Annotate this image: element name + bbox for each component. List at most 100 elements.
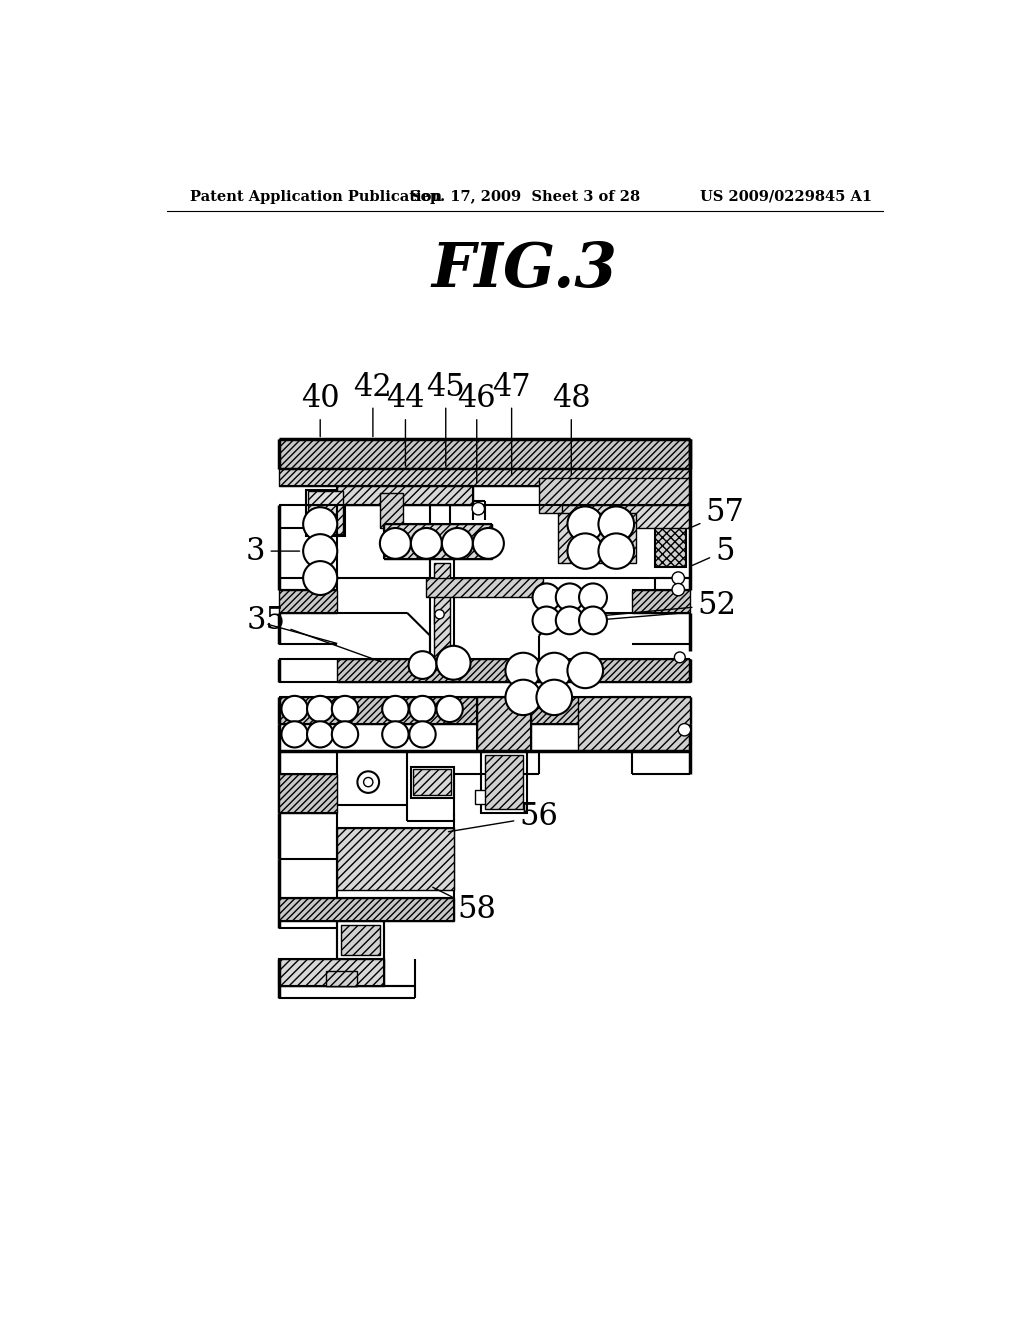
Bar (280, 469, 690, 486)
Text: 52: 52 (596, 590, 736, 620)
Bar (411, 767, 454, 797)
Bar (306, 490, 345, 536)
Text: 40: 40 (301, 383, 340, 437)
Circle shape (506, 653, 541, 688)
Bar (434, 562, 450, 678)
Bar (280, 440, 690, 469)
Polygon shape (655, 508, 686, 566)
Text: 56: 56 (449, 801, 558, 832)
Bar (475, 789, 490, 804)
Bar (477, 697, 531, 751)
Bar (280, 960, 384, 986)
Circle shape (410, 696, 435, 722)
Bar (341, 924, 380, 956)
Bar (326, 970, 356, 986)
Circle shape (675, 652, 685, 663)
Text: 3: 3 (246, 536, 300, 566)
Circle shape (567, 653, 603, 688)
Circle shape (537, 680, 572, 715)
Bar (578, 697, 690, 751)
Bar (337, 921, 384, 960)
Circle shape (506, 680, 541, 715)
Text: 47: 47 (493, 372, 530, 475)
Bar (426, 578, 543, 597)
Bar (484, 755, 523, 809)
Bar (308, 491, 343, 535)
Circle shape (567, 507, 603, 543)
Text: 5: 5 (692, 536, 734, 566)
Circle shape (472, 503, 484, 515)
Circle shape (473, 528, 504, 558)
Circle shape (436, 645, 471, 680)
Circle shape (442, 528, 473, 558)
Circle shape (307, 696, 334, 722)
Bar (280, 898, 454, 921)
Text: US 2009/0229845 A1: US 2009/0229845 A1 (699, 190, 872, 203)
Bar (632, 590, 690, 612)
Circle shape (532, 583, 560, 611)
Circle shape (380, 528, 411, 558)
Circle shape (364, 777, 373, 787)
Circle shape (598, 533, 634, 569)
Bar (671, 660, 690, 682)
Text: 45: 45 (426, 372, 465, 466)
Bar (280, 960, 384, 986)
Circle shape (567, 533, 603, 569)
Text: 42: 42 (353, 372, 392, 437)
Circle shape (332, 696, 358, 722)
Bar (337, 829, 454, 890)
Circle shape (579, 583, 607, 611)
Circle shape (303, 507, 337, 541)
Text: 35: 35 (247, 605, 381, 661)
Circle shape (282, 721, 308, 747)
Text: Patent Application Publication: Patent Application Publication (190, 190, 442, 203)
Circle shape (282, 696, 308, 722)
Circle shape (332, 721, 358, 747)
Circle shape (579, 607, 607, 635)
Circle shape (382, 721, 409, 747)
Text: 58: 58 (433, 887, 497, 924)
Bar (380, 494, 403, 528)
Bar (434, 605, 445, 624)
Circle shape (436, 696, 463, 722)
Circle shape (532, 607, 560, 635)
Circle shape (303, 535, 337, 568)
Circle shape (357, 771, 379, 793)
Text: Sep. 17, 2009  Sheet 3 of 28: Sep. 17, 2009 Sheet 3 of 28 (410, 190, 640, 203)
Text: FIG.3: FIG.3 (432, 240, 617, 300)
Text: 44: 44 (386, 383, 425, 466)
Bar (414, 770, 452, 795)
Bar (384, 524, 493, 558)
Circle shape (303, 561, 337, 595)
Bar (562, 506, 690, 528)
Circle shape (537, 653, 572, 688)
Bar (480, 751, 527, 813)
Bar (280, 590, 337, 612)
Text: 46: 46 (458, 383, 496, 483)
Bar (280, 697, 690, 725)
Circle shape (411, 528, 442, 558)
Bar (430, 558, 454, 682)
Circle shape (556, 607, 584, 635)
Circle shape (382, 696, 409, 722)
Circle shape (598, 507, 634, 543)
Text: 48: 48 (552, 383, 591, 475)
Text: 57: 57 (692, 498, 744, 528)
Circle shape (556, 583, 584, 611)
Bar (558, 512, 636, 562)
Bar (280, 775, 337, 813)
Bar (430, 498, 450, 590)
Circle shape (678, 723, 690, 737)
Circle shape (410, 721, 435, 747)
Circle shape (672, 583, 684, 595)
Circle shape (409, 651, 436, 678)
Circle shape (307, 721, 334, 747)
Polygon shape (608, 697, 690, 751)
Circle shape (672, 572, 684, 585)
Bar (326, 970, 356, 986)
Bar (337, 659, 690, 682)
Bar (337, 486, 473, 506)
Bar (337, 829, 454, 890)
Bar (539, 478, 690, 512)
Circle shape (435, 610, 444, 619)
